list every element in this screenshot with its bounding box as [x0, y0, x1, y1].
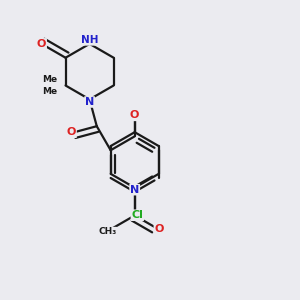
- Text: CH₃: CH₃: [98, 227, 116, 236]
- Text: Cl: Cl: [131, 210, 143, 220]
- Text: Me: Me: [42, 87, 57, 96]
- Text: N: N: [130, 185, 139, 195]
- Text: O: O: [37, 39, 46, 49]
- Text: O: O: [130, 110, 140, 120]
- Text: N: N: [85, 97, 94, 107]
- Text: O: O: [67, 127, 76, 137]
- Text: Me: Me: [42, 75, 57, 84]
- Text: NH: NH: [81, 35, 98, 45]
- Text: O: O: [154, 224, 164, 234]
